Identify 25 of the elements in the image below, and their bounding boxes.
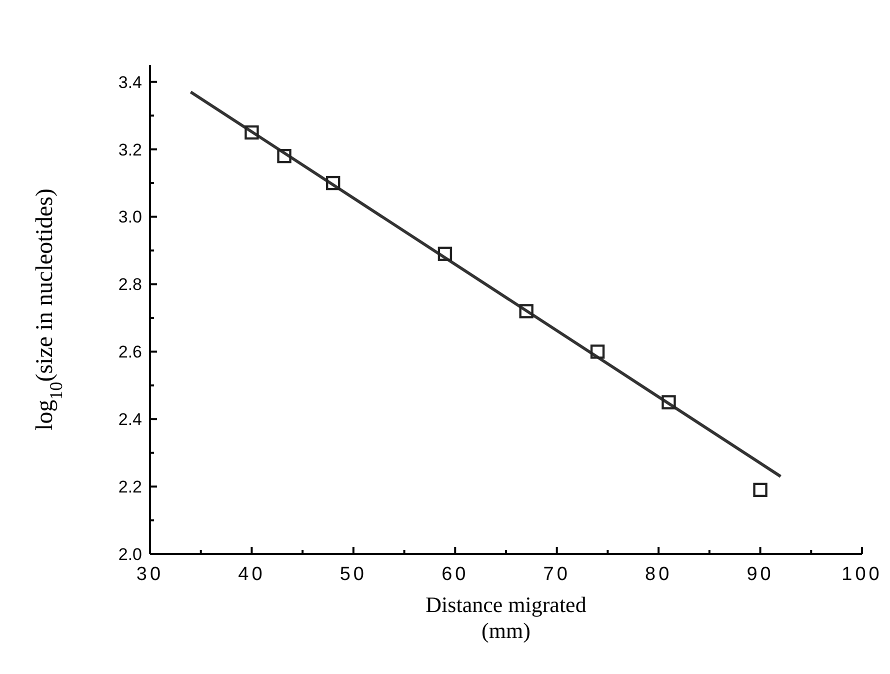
y-tick-label: 3.0 — [118, 208, 142, 227]
x-tick-label: 100 — [842, 564, 882, 585]
y-tick-label: 2.2 — [118, 478, 142, 496]
x-axis-title: Distance migrated (mm) — [426, 592, 586, 643]
x-tick-label: 70 — [543, 564, 570, 585]
y-tick-label: 3.2 — [118, 140, 142, 160]
x-tick-label: 40 — [238, 564, 266, 585]
point — [662, 395, 676, 410]
y-tick-label: 2.8 — [118, 275, 142, 294]
point — [277, 148, 292, 164]
x-tick-label: 80 — [645, 564, 672, 585]
point — [244, 125, 259, 140]
point — [438, 246, 452, 261]
point — [326, 176, 340, 190]
x-tick-label: 90 — [746, 564, 774, 585]
point — [519, 304, 534, 318]
x-tick-label: 60 — [442, 564, 469, 585]
y-tick-label: 2.6 — [118, 342, 142, 362]
y-tick-label: 2.0 — [118, 544, 142, 564]
y-tick-label: 3.4 — [118, 72, 142, 92]
y-tick-label: 2.4 — [118, 410, 142, 430]
point — [753, 482, 768, 498]
x-tick-label: 50 — [340, 564, 367, 585]
x-tick-label: 30 — [136, 564, 164, 585]
point — [590, 344, 605, 359]
